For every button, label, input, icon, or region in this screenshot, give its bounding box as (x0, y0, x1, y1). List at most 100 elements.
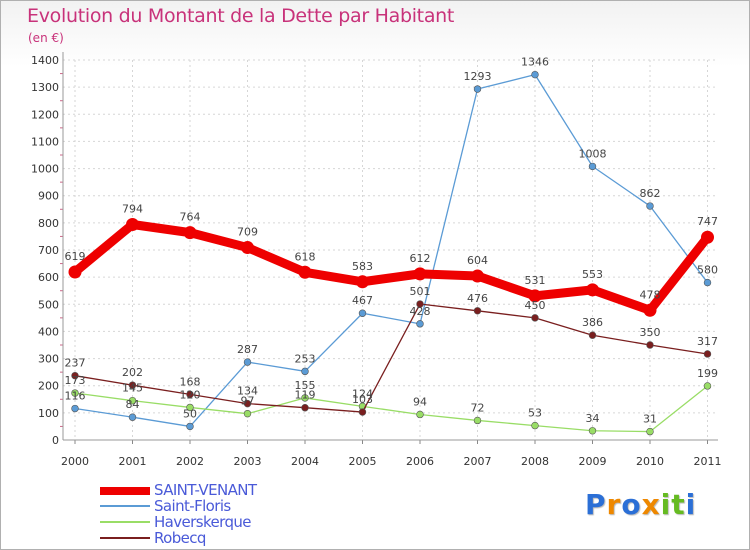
logo-letter: P (585, 488, 607, 521)
legend-item-haverskerque: Haverskerque (100, 513, 360, 531)
data-label: 428 (410, 305, 431, 318)
data-label: 764 (180, 211, 201, 224)
data-label: 199 (697, 367, 718, 380)
x-tick-label: 2005 (349, 455, 377, 468)
data-label: 50 (183, 407, 197, 420)
proxiti-logo: Proxiti (585, 488, 696, 521)
logo-letter: i (685, 488, 697, 521)
x-tick-label: 2006 (406, 455, 434, 468)
data-label: 253 (295, 352, 316, 365)
x-tick-label: 2009 (579, 455, 607, 468)
data-label: 97 (241, 395, 255, 408)
series-line-saint-floris (74, 74, 709, 428)
data-label: 1346 (521, 56, 549, 69)
logo-letter: o (621, 488, 642, 521)
data-point (358, 408, 367, 416)
y-tick-label: 200 (38, 380, 59, 393)
data-label: 583 (352, 260, 373, 273)
legend-swatch-saint-floris (100, 505, 150, 507)
legend-label-saint-floris: Saint-Floris (154, 497, 231, 515)
data-label: 53 (528, 407, 542, 420)
data-point (473, 307, 482, 315)
y-tick-label: 100 (38, 407, 59, 420)
data-point (471, 269, 484, 283)
data-point (71, 404, 79, 413)
data-label: 120 (180, 388, 201, 401)
data-point (531, 70, 539, 79)
y-tick-label: 900 (38, 190, 59, 203)
y-tick-label: 600 (38, 271, 59, 284)
y-tick-label: 700 (38, 244, 59, 257)
data-label: 467 (352, 294, 373, 307)
data-label: 134 (237, 385, 258, 398)
data-point (126, 217, 139, 231)
x-tick-label: 2002 (176, 455, 204, 468)
data-label: 501 (410, 285, 431, 298)
data-label: 173 (65, 374, 86, 387)
y-tick-label: 500 (38, 298, 59, 311)
x-tick-label: 2003 (234, 455, 262, 468)
data-label: 31 (643, 413, 657, 426)
data-point (531, 421, 539, 430)
data-label: 155 (295, 379, 316, 392)
data-point (473, 85, 482, 93)
x-tick-label: 2004 (291, 455, 319, 468)
data-label: 862 (640, 187, 661, 200)
data-point (703, 278, 712, 287)
data-point (183, 226, 197, 240)
data-label: 124 (352, 387, 373, 400)
data-point (643, 303, 657, 317)
data-label: 553 (582, 268, 603, 281)
legend-swatch-saint-venant (100, 487, 150, 495)
data-label: 350 (640, 326, 661, 339)
y-tick-label: 400 (38, 325, 59, 338)
data-point (531, 314, 539, 322)
chart-subtitle: (en €) (28, 31, 64, 45)
logo-letter: x (641, 488, 661, 521)
logo-letter: i (660, 488, 672, 521)
data-point (301, 394, 309, 402)
data-point (71, 389, 79, 397)
x-tick-label: 2001 (119, 455, 147, 468)
legend-label-haverskerque: Haverskerque (154, 513, 252, 531)
data-point (703, 350, 712, 358)
y-tick-label: 800 (38, 217, 59, 230)
data-point (703, 382, 712, 390)
chart-title: Evolution du Montant de la Dette par Hab… (27, 5, 455, 27)
data-label: 119 (295, 389, 316, 402)
data-label: 794 (122, 202, 143, 215)
data-point (646, 202, 654, 210)
data-label: 747 (697, 215, 718, 228)
legend-swatch-robecq (100, 537, 150, 539)
data-point (186, 422, 194, 431)
data-point (241, 241, 254, 255)
data-label: 709 (237, 226, 258, 239)
data-point (243, 358, 252, 366)
data-point (588, 331, 597, 339)
data-point (646, 427, 654, 436)
y-tick-label: 1100 (31, 135, 59, 148)
data-point (243, 409, 252, 418)
x-tick-label: 2008 (521, 455, 549, 468)
data-label: 618 (295, 250, 316, 263)
data-point (128, 413, 137, 421)
legend-item-saint-venant: SAINT-VENANT (100, 481, 360, 499)
data-point (243, 399, 252, 408)
data-point (301, 404, 309, 412)
data-point (413, 267, 427, 281)
legend-label-saint-venant: SAINT-VENANT (154, 481, 257, 499)
data-label: 116 (65, 390, 86, 403)
data-label: 450 (525, 299, 546, 312)
data-point (356, 275, 369, 289)
data-label: 84 (126, 398, 140, 411)
y-tick-label: 0 (52, 434, 59, 447)
series-line-saint-venant (70, 219, 712, 315)
data-point (646, 341, 654, 349)
data-label: 476 (467, 292, 488, 305)
legend-item-robecq: Robecq (100, 529, 360, 547)
series-line-robecq (74, 303, 709, 413)
data-label: 34 (586, 412, 600, 425)
data-label: 604 (467, 254, 488, 267)
data-point (186, 390, 194, 399)
data-label: 531 (525, 274, 546, 287)
